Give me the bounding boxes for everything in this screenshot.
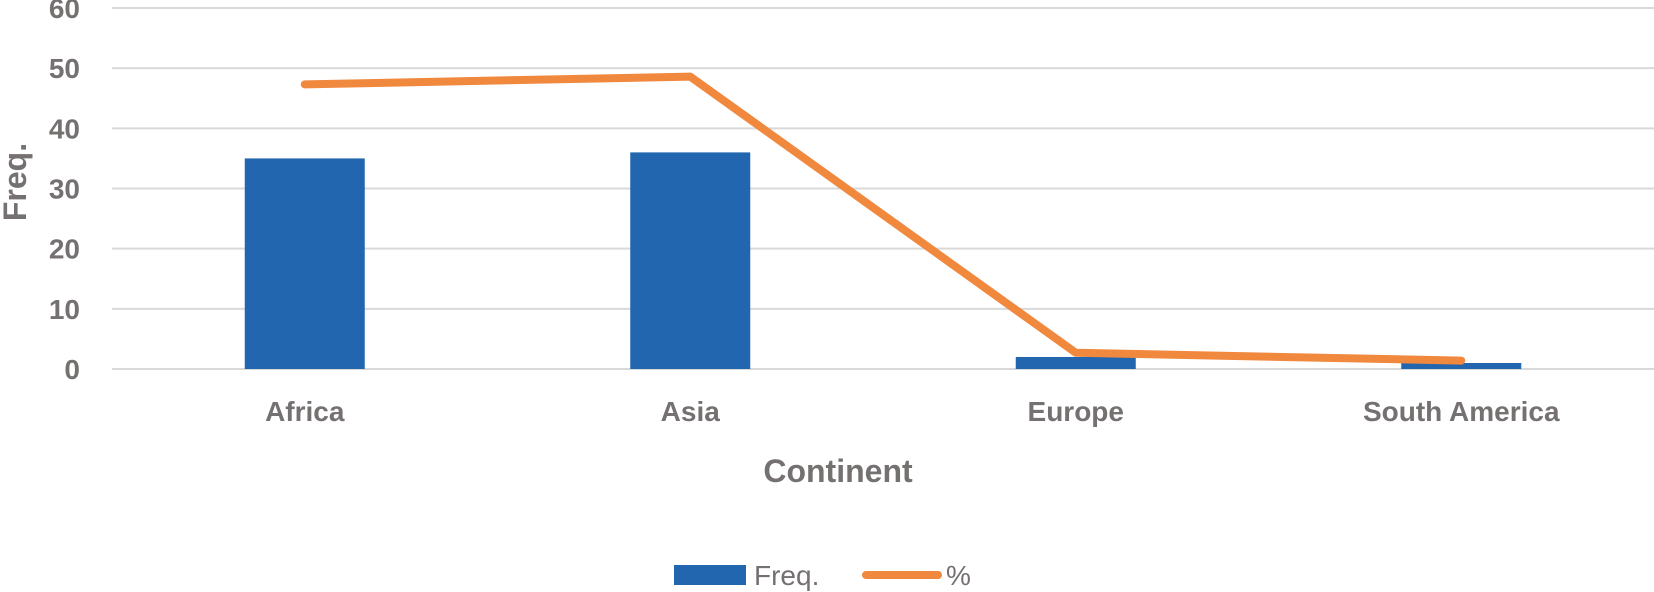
x-category-label: Africa <box>265 396 345 427</box>
y-tick-label: 50 <box>49 53 80 84</box>
x-category-label: Europe <box>1028 396 1124 427</box>
y-tick-label: 20 <box>49 234 80 265</box>
percent-line <box>300 72 1466 365</box>
legend-freq-swatch <box>674 565 746 585</box>
y-tick-label: 60 <box>49 0 80 24</box>
x-axis-categories: Africa Asia Europe South America <box>265 396 1560 427</box>
percent-series-line <box>300 72 1466 365</box>
legend: Freq. % <box>674 560 971 591</box>
legend-freq-label: Freq. <box>754 560 819 591</box>
x-axis-title: Continent <box>763 453 913 489</box>
bar-asia <box>630 152 751 369</box>
bar-europe <box>1015 356 1136 369</box>
y-tick-label: 30 <box>49 174 80 205</box>
bars <box>244 152 1522 369</box>
legend-percent-label: % <box>946 560 971 591</box>
x-category-label: South America <box>1363 396 1560 427</box>
gridlines <box>112 7 1654 370</box>
x-category-label: Asia <box>661 396 721 427</box>
y-axis-title: Freq. <box>0 143 33 221</box>
y-tick-label: 0 <box>64 354 80 385</box>
y-tick-label: 40 <box>49 113 80 144</box>
y-axis-ticks: 0 10 20 30 40 50 60 <box>49 0 80 385</box>
bar-africa <box>244 158 365 369</box>
y-tick-label: 10 <box>49 294 80 325</box>
bar-south-america <box>1401 362 1522 369</box>
